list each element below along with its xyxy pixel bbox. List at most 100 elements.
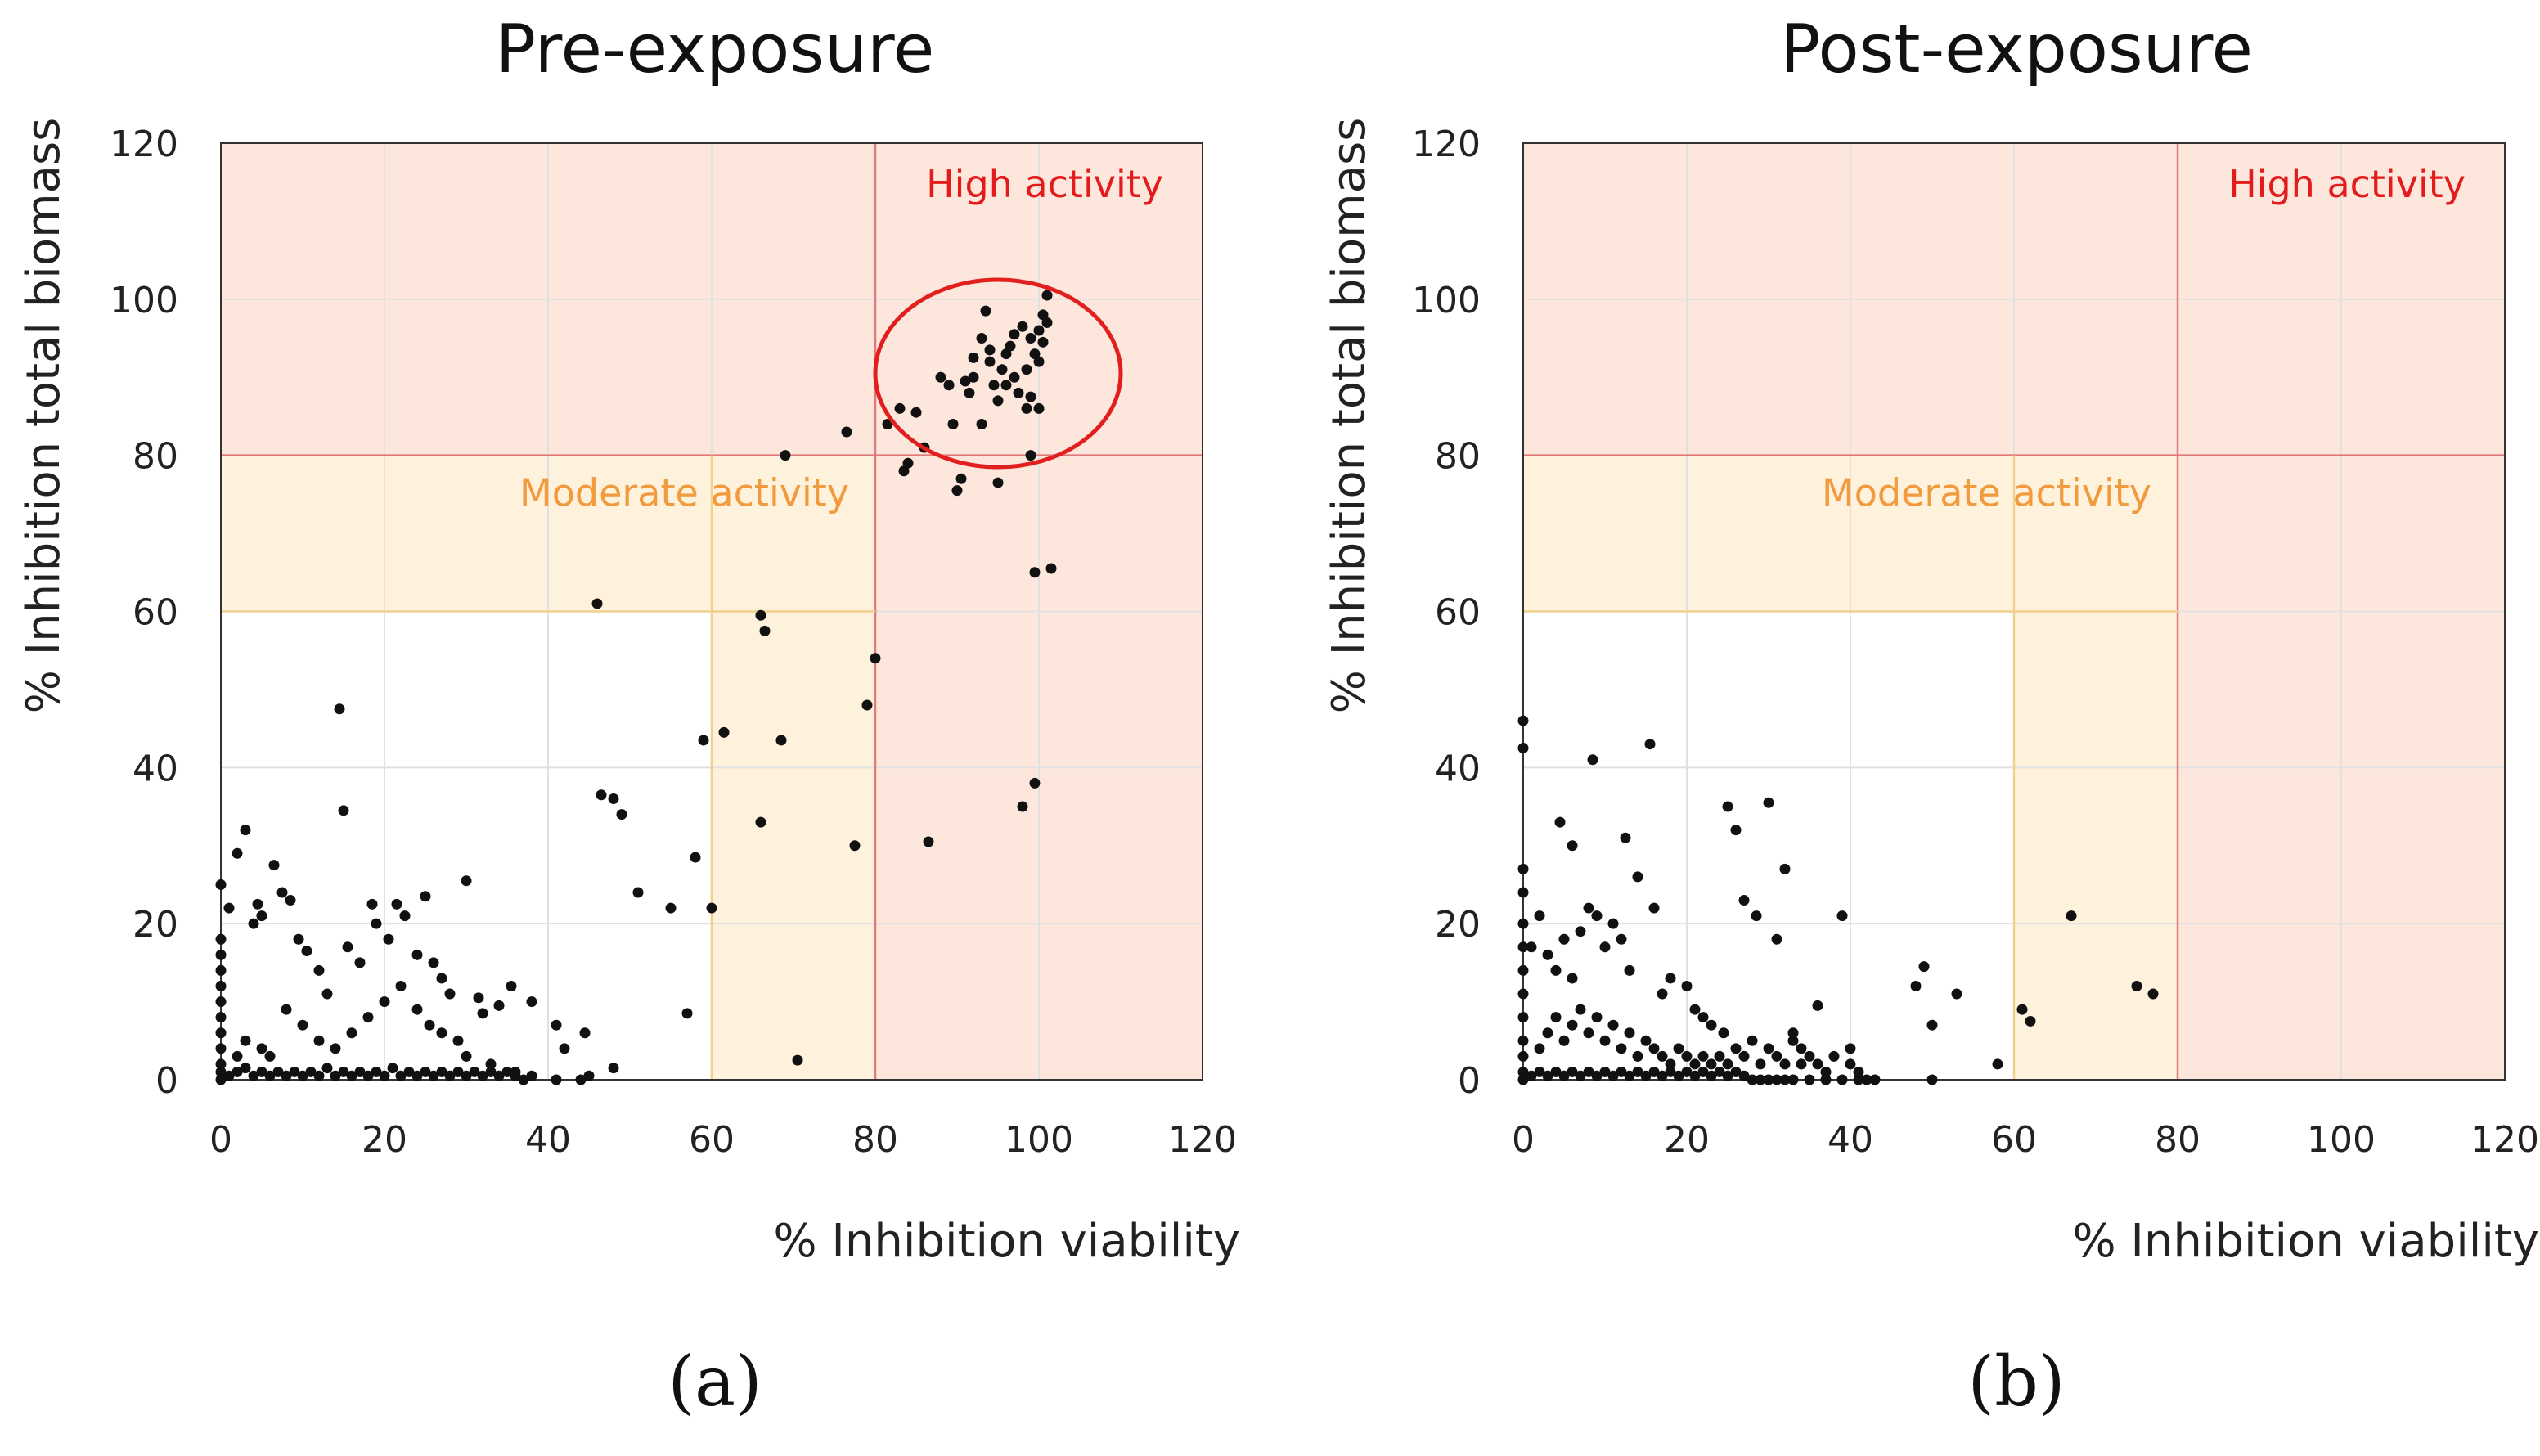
data-point — [559, 1043, 570, 1054]
data-point — [293, 933, 304, 945]
data-point — [276, 887, 288, 898]
x-tick-label: 20 — [362, 1119, 407, 1161]
data-point — [1812, 1000, 1823, 1011]
data-point — [1009, 371, 1020, 383]
data-point — [1517, 1066, 1529, 1077]
y-tick-label: 120 — [110, 124, 178, 165]
data-point — [215, 1027, 227, 1039]
data-point — [473, 992, 484, 1004]
data-point — [1517, 1050, 1529, 1062]
data-point — [849, 840, 861, 852]
data-point — [264, 1070, 276, 1081]
data-point — [1828, 1050, 1840, 1062]
data-point — [1534, 1066, 1545, 1077]
x-tick-label: 80 — [2155, 1119, 2201, 1161]
data-point — [452, 1066, 464, 1077]
data-point — [1836, 910, 1848, 922]
data-point — [1755, 1074, 1766, 1085]
data-point — [256, 1066, 267, 1077]
data-point — [1599, 941, 1611, 953]
threshold-lines — [1523, 143, 2505, 1080]
data-point — [579, 1027, 591, 1039]
data-point — [1706, 1070, 1717, 1081]
data-point — [1804, 1050, 1815, 1062]
data-point — [551, 1019, 562, 1031]
data-point — [718, 726, 730, 738]
data-point — [248, 1070, 259, 1081]
data-point — [1853, 1066, 1864, 1077]
moderate-activity-label: Moderate activity — [1822, 471, 2151, 515]
data-points — [1517, 715, 2159, 1085]
data-point — [424, 1019, 435, 1031]
data-point — [1025, 333, 1036, 344]
data-point — [444, 988, 456, 1000]
data-point — [1747, 1035, 1758, 1046]
y-tick-label: 100 — [1412, 280, 1481, 321]
data-points — [215, 290, 1057, 1085]
data-point — [493, 1000, 505, 1011]
data-point — [1779, 863, 1791, 874]
data-point — [1812, 1058, 1823, 1070]
data-point — [1599, 1066, 1611, 1077]
data-point — [968, 371, 979, 383]
data-point — [1771, 1050, 1782, 1062]
data-point — [248, 918, 259, 929]
data-point — [1041, 317, 1053, 328]
y-tick-label: 60 — [1435, 592, 1481, 634]
data-point — [951, 485, 963, 497]
data-point — [1787, 1027, 1799, 1039]
data-point — [366, 898, 378, 910]
data-point — [444, 1070, 456, 1081]
x-tick-label: 120 — [1168, 1119, 1237, 1161]
x-tick-label: 100 — [1005, 1119, 1073, 1161]
data-point — [1853, 1074, 1864, 1085]
data-point — [313, 1035, 325, 1046]
data-point — [583, 1070, 595, 1081]
data-point — [1005, 340, 1016, 352]
data-point — [1820, 1074, 1832, 1085]
data-point — [968, 352, 979, 363]
data-point — [1918, 961, 1930, 973]
data-point — [1607, 1070, 1619, 1081]
data-point — [297, 1070, 308, 1081]
data-point — [632, 887, 644, 898]
data-point — [1517, 941, 1529, 953]
data-point — [1037, 309, 1049, 321]
data-point — [780, 450, 791, 461]
data-point — [232, 847, 243, 859]
data-point — [1000, 348, 1012, 360]
data-point — [526, 1070, 537, 1081]
data-point — [1648, 902, 1660, 914]
y-tick-label: 100 — [110, 280, 178, 321]
chart-pre-exposure: Pre-exposure % Inhibition total biomass … — [17, 11, 1240, 1422]
data-point — [1591, 1012, 1603, 1023]
data-point — [591, 598, 603, 609]
data-point — [493, 1070, 505, 1081]
x-tick-label: 120 — [2470, 1119, 2539, 1161]
data-point — [268, 860, 280, 871]
data-point — [1845, 1058, 1856, 1070]
data-point — [1697, 1050, 1709, 1062]
data-point — [1558, 933, 1570, 945]
data-point — [1820, 1066, 1832, 1077]
moderate-activity-label: Moderate activity — [519, 471, 849, 515]
y-tick-label: 20 — [133, 904, 178, 946]
data-point — [681, 1008, 693, 1019]
data-point — [346, 1070, 357, 1081]
data-point — [1869, 1074, 1881, 1085]
data-point — [1718, 1027, 1729, 1039]
data-point — [960, 375, 971, 387]
data-point — [1575, 1004, 1586, 1015]
y-tick-label: 60 — [133, 592, 178, 634]
data-point — [1665, 973, 1676, 984]
data-point — [870, 653, 881, 664]
y-tick-label: 80 — [133, 436, 178, 478]
data-point — [1567, 1019, 1578, 1031]
chart-title: Post-exposure — [1780, 11, 2253, 88]
data-point — [252, 898, 263, 910]
data-point — [2131, 981, 2142, 991]
data-point — [301, 946, 312, 957]
data-point — [1644, 739, 1656, 750]
data-point — [992, 395, 1004, 407]
x-axis-label: % Inhibition viability — [773, 1215, 1240, 1268]
